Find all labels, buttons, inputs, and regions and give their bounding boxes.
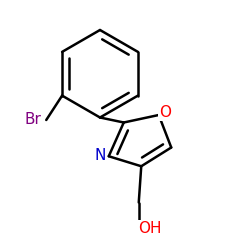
Text: OH: OH [138, 221, 162, 236]
Text: O: O [159, 105, 171, 120]
Text: N: N [94, 148, 106, 162]
Text: Br: Br [24, 112, 41, 128]
